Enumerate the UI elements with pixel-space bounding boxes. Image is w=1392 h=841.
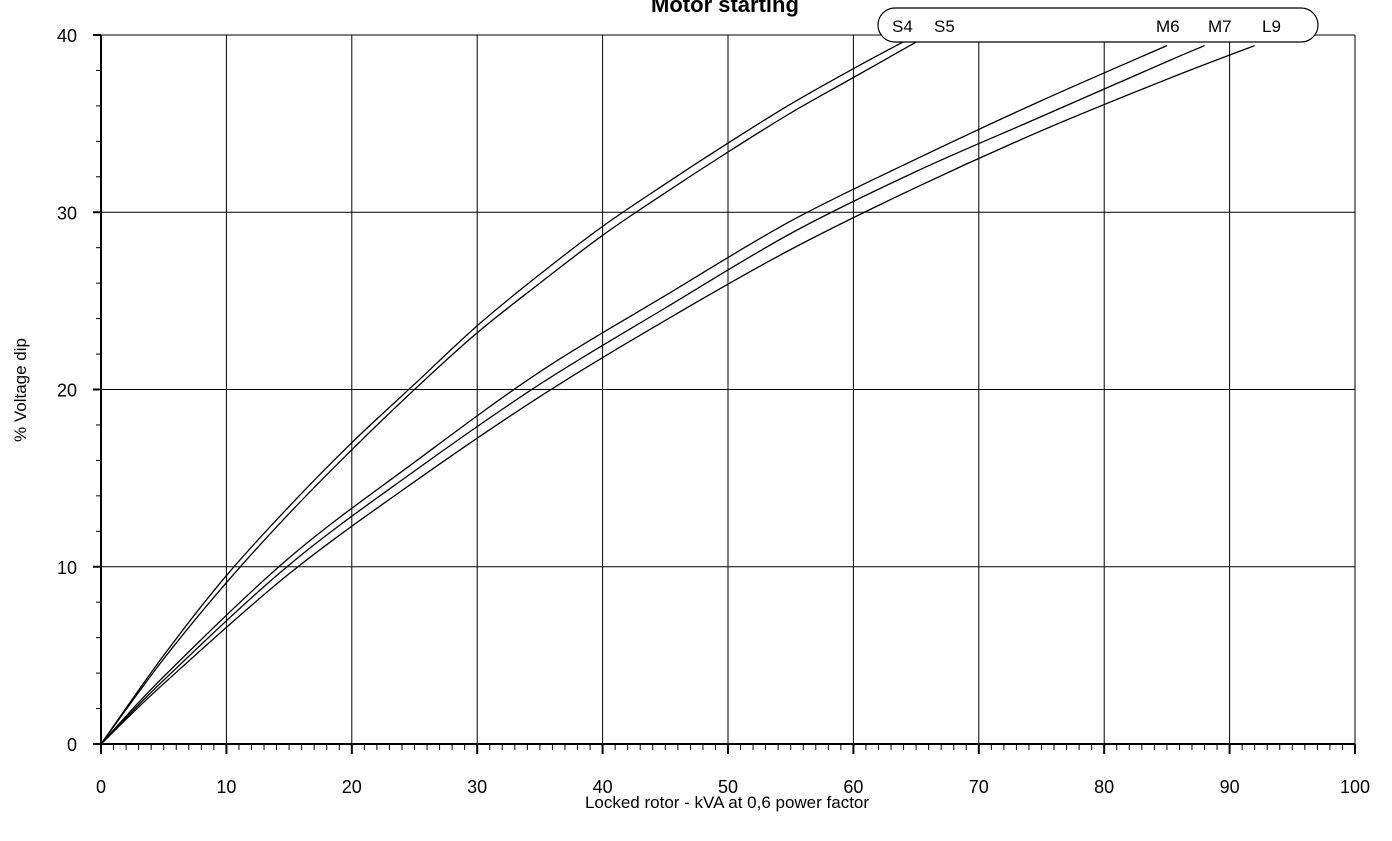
gridlines [101, 34, 1356, 744]
legend-frame [877, 7, 1319, 43]
x-tick-label: 70 [969, 777, 989, 797]
x-tick-label: 20 [342, 777, 362, 797]
x-tick-label: 100 [1340, 777, 1370, 797]
legend-item-m7: M7 [1208, 17, 1232, 36]
x-axis-label: Locked rotor - kVA at 0,6 power factor [585, 793, 869, 812]
y-tick-label: 30 [57, 203, 77, 223]
x-tick-label: 80 [1094, 777, 1114, 797]
series-line-s4 [100, 34, 917, 745]
tick-labels: 0 10 20 30 40 50 60 70 80 90 100 0 10 20 30 40 [57, 26, 1370, 797]
y-axis-label: % Voltage dip [11, 338, 30, 442]
x-tick-label: 0 [96, 777, 106, 797]
series-lines [100, 34, 1255, 745]
x-tick-label: 40 [593, 777, 613, 797]
legend-item-l9: L9 [1262, 17, 1281, 36]
legend-box: S4 S5 M6 M7 L9 [877, 7, 1319, 43]
series-line-l9 [100, 44, 1255, 745]
y-tick-label: 10 [57, 558, 77, 578]
x-tick-label: 30 [467, 777, 487, 797]
y-tick-label: 20 [57, 381, 77, 401]
series-line-s5 [100, 41, 917, 745]
series-line-m6 [100, 45, 1168, 745]
series-line-m7 [100, 45, 1205, 745]
legend-item-m6: M6 [1156, 17, 1180, 36]
x-tick-label: 60 [843, 777, 863, 797]
legend-item-s4: S4 [892, 17, 913, 36]
x-tick-label: 50 [718, 777, 738, 797]
y-tick-label: 0 [67, 735, 77, 755]
axes [93, 34, 1356, 754]
x-tick-label: 90 [1220, 777, 1240, 797]
legend-item-s5: S5 [934, 17, 955, 36]
chart-title: Motor starting [651, 0, 799, 17]
x-tick-label: 10 [216, 777, 236, 797]
y-tick-label: 40 [57, 26, 77, 46]
